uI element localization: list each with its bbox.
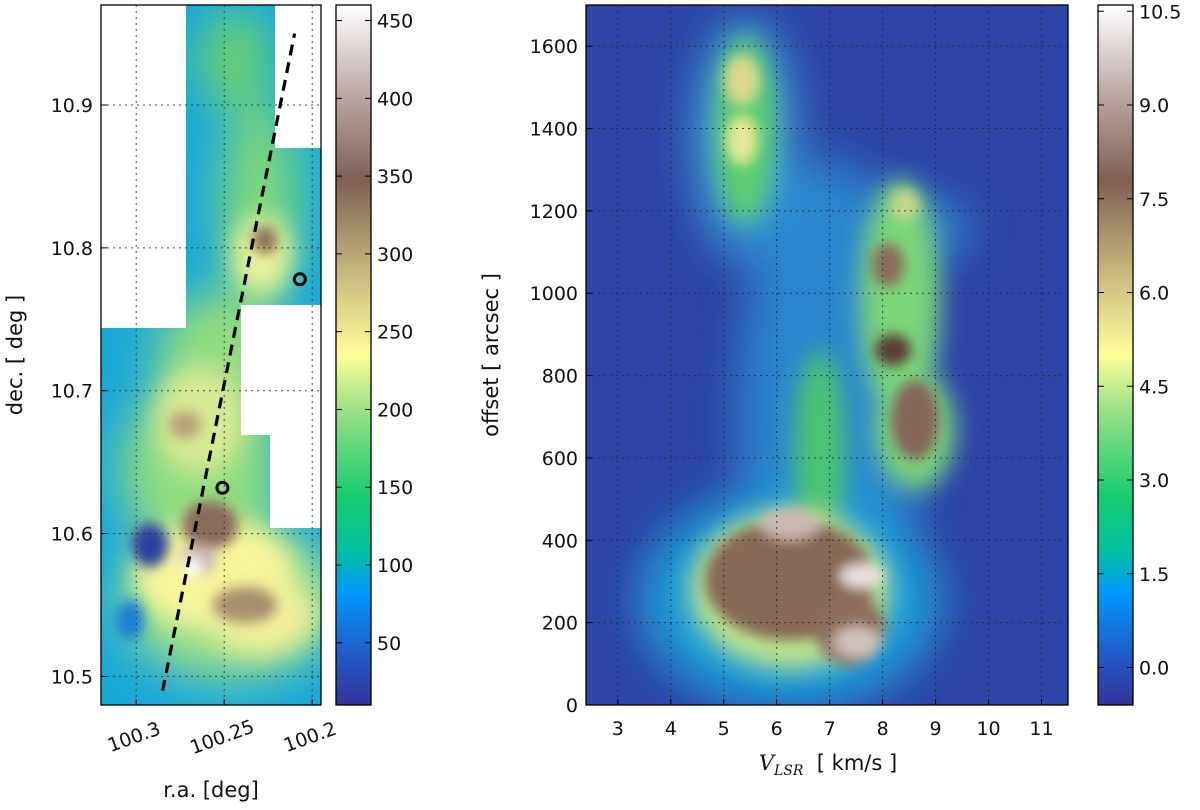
pv-colorbar: 0.0 1.5 3.0 4.5 6.0 7.5 9.0 10.5 (1097, 1, 1181, 706)
map-colorbar-tick-label: 450 (377, 11, 413, 33)
pv-axes-frame (585, 4, 1069, 706)
map-x-tick-label: 100.2 (281, 718, 340, 757)
map-colorbar-tick-label: 50 (377, 633, 401, 655)
pv-x-tick-label: 5 (718, 718, 730, 740)
map-axes-frame (100, 4, 322, 706)
pv-colorbar-tick-label: 7.5 (1139, 189, 1169, 211)
map-colorbar-tick-label: 150 (377, 477, 413, 499)
pv-y-tick-label: 1600 (530, 36, 578, 58)
map-y-tick-label: 10.6 (51, 524, 93, 546)
pv-colorbar-tick-label: 4.5 (1139, 376, 1169, 398)
map-y-tick-label: 10.5 (51, 666, 93, 688)
pv-colorbar-tick-label: 1.5 (1139, 564, 1169, 586)
map-x-tick-label: 100.3 (105, 718, 164, 757)
map-grid (101, 5, 321, 705)
pv-intensity-image (586, 5, 1068, 705)
pv-colorbar-tick-label: 3.0 (1139, 470, 1169, 492)
map-source-marker (215, 480, 230, 495)
pv-x-tick-label: 6 (771, 718, 783, 740)
map-colorbar-tick-label: 400 (377, 88, 413, 110)
pv-x-tick-label: 10 (976, 718, 1000, 740)
map-panel: 100.3 100.25 100.2 10.5 10.6 10.7 10.8 10.9 dec… (3, 4, 340, 802)
pv-x-tick-label: 7 (824, 718, 836, 740)
pv-colorbar-tick-label: 10.5 (1139, 1, 1181, 23)
pv-panel: 3 4 5 6 7 8 9 10 11 0 200 400 600 800 1000 1200 1400 1600… (479, 4, 1069, 779)
map-y-axis-label: dec. [ deg ] (3, 295, 27, 415)
pv-y-tick-label: 1400 (530, 119, 578, 141)
map-colorbar-gradient (336, 5, 371, 705)
pv-colorbar-tick-label: 0.0 (1139, 658, 1169, 680)
pv-x-tick-label: 8 (877, 718, 889, 740)
pv-x-tick-label: 3 (612, 718, 624, 740)
map-colorbar-tick-label: 250 (377, 322, 413, 344)
map-colorbar: 50 100 150 200 250 300 350 400 450 (335, 4, 413, 706)
pv-y-tick-label: 600 (542, 448, 578, 470)
pv-y-tick-label: 800 (542, 366, 578, 388)
pv-x-axis-label-sub: LSR (773, 763, 804, 779)
map-y-tick-label: 10.9 (51, 95, 93, 117)
pv-colorbar-gradient (1098, 5, 1133, 705)
map-colorbar-tick-label: 200 (377, 399, 413, 421)
pv-grid (586, 5, 1068, 705)
map-source-marker (292, 272, 307, 287)
pv-cut-dashed-line (161, 33, 297, 692)
pv-colorbar-tick-label: 9.0 (1139, 95, 1169, 117)
pv-x-axis-label: VLSR [ km/s ] (759, 751, 897, 779)
pv-y-tick-label: 0 (566, 695, 578, 717)
map-colorbar-tick-label: 350 (377, 166, 413, 188)
pv-x-axis-label-unit: [ km/s ] (803, 751, 897, 775)
map-y-tick-label: 10.7 (51, 381, 93, 403)
map-x-tick-label: 100.25 (187, 716, 257, 759)
map-x-axis-label: r.a. [deg] (163, 778, 259, 802)
pv-y-axis-label: offset [ arcsec ] (479, 273, 503, 437)
map-y-tick-label: 10.8 (51, 238, 93, 260)
pv-x-tick-label: 9 (930, 718, 942, 740)
pv-y-tick-label: 200 (542, 613, 578, 635)
map-colorbar-tick-label: 100 (377, 555, 413, 577)
map-colorbar-tick-label: 300 (377, 244, 413, 266)
pv-y-tick-label: 1000 (530, 283, 578, 305)
pv-x-axis-label-main: V (759, 751, 776, 775)
pv-colorbar-tick-label: 6.0 (1139, 283, 1169, 305)
pv-y-tick-label: 400 (542, 530, 578, 552)
pv-x-tick-label: 11 (1029, 718, 1053, 740)
pv-x-tick-label: 4 (665, 718, 677, 740)
pv-y-tick-label: 1200 (530, 201, 578, 223)
